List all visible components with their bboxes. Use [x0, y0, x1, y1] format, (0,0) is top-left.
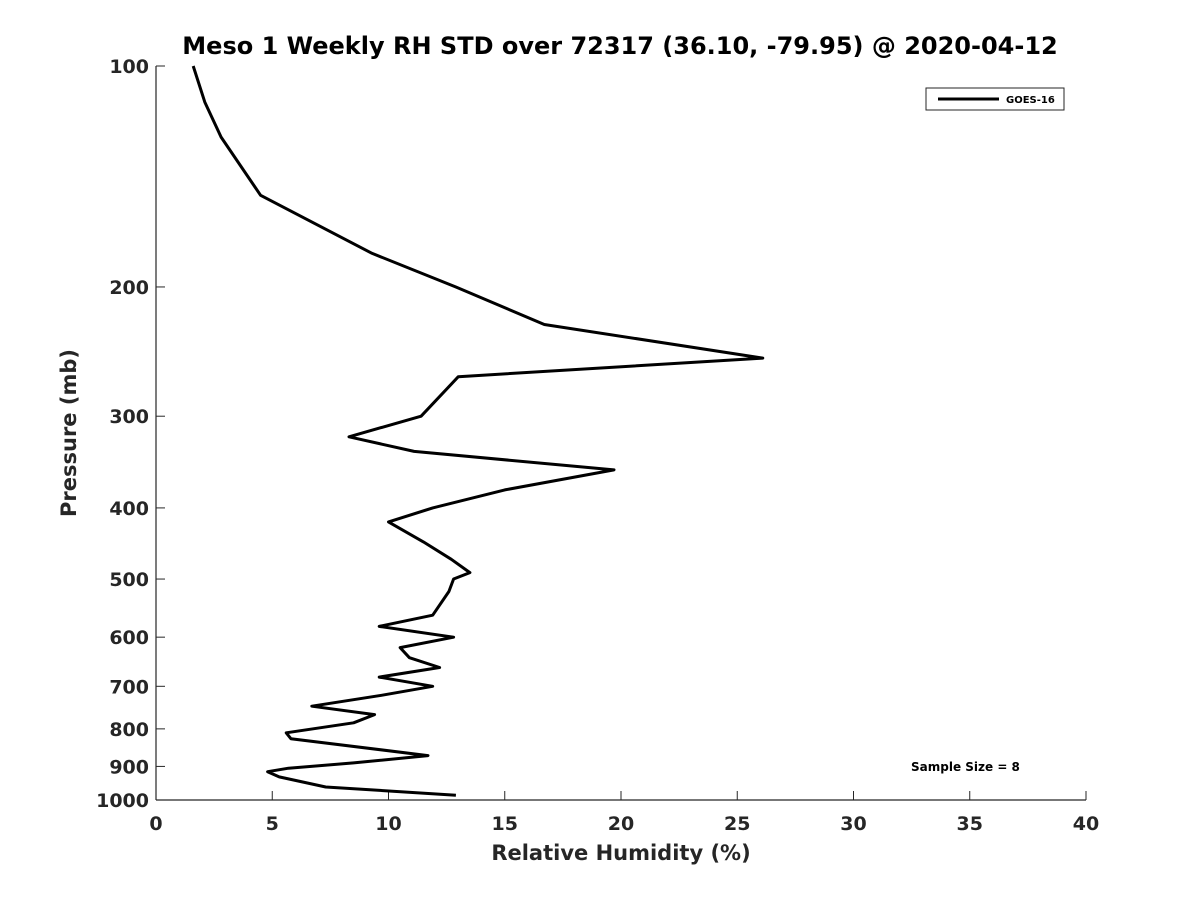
x-tick-label: 25: [724, 813, 750, 835]
y-tick-label: 800: [109, 719, 149, 741]
x-tick-label: 0: [149, 813, 162, 835]
x-tick-label: 15: [492, 813, 518, 835]
x-tick-label: 10: [375, 813, 401, 835]
x-ticks: 0 5 10 15 20 25 30 35 40: [149, 791, 1099, 835]
y-tick-label: 200: [109, 277, 149, 299]
x-axis-label: Relative Humidity (%): [491, 841, 750, 865]
y-tick-label: 1000: [96, 790, 149, 812]
y-tick-label: 600: [109, 627, 149, 649]
y-tick-label: 300: [109, 406, 149, 428]
sample-size-annotation: Sample Size = 8: [911, 760, 1020, 774]
axes: [155, 66, 1086, 801]
y-tick-label: 900: [109, 756, 149, 778]
x-tick-label: 40: [1073, 813, 1099, 835]
y-tick-label: 100: [109, 56, 149, 78]
series-line-goes-16: [191, 65, 765, 797]
y-ticks: 100 200 300 400 500 600 700 800 900 1000: [96, 56, 165, 812]
y-tick-label: 400: [109, 498, 149, 520]
x-tick-label: 20: [608, 813, 634, 835]
y-tick-label: 500: [109, 569, 149, 591]
x-tick-label: 35: [957, 813, 983, 835]
y-axis-label: Pressure (mb): [57, 349, 81, 517]
series-group: [191, 65, 765, 797]
legend: GOES-16: [925, 87, 1065, 111]
y-tick-label: 700: [109, 676, 149, 698]
x-tick-label: 30: [840, 813, 866, 835]
legend-label-goes-16: GOES-16: [1006, 95, 1055, 106]
chart-title: Meso 1 Weekly RH STD over 72317 (36.10, …: [182, 32, 1057, 60]
x-tick-label: 5: [266, 813, 279, 835]
